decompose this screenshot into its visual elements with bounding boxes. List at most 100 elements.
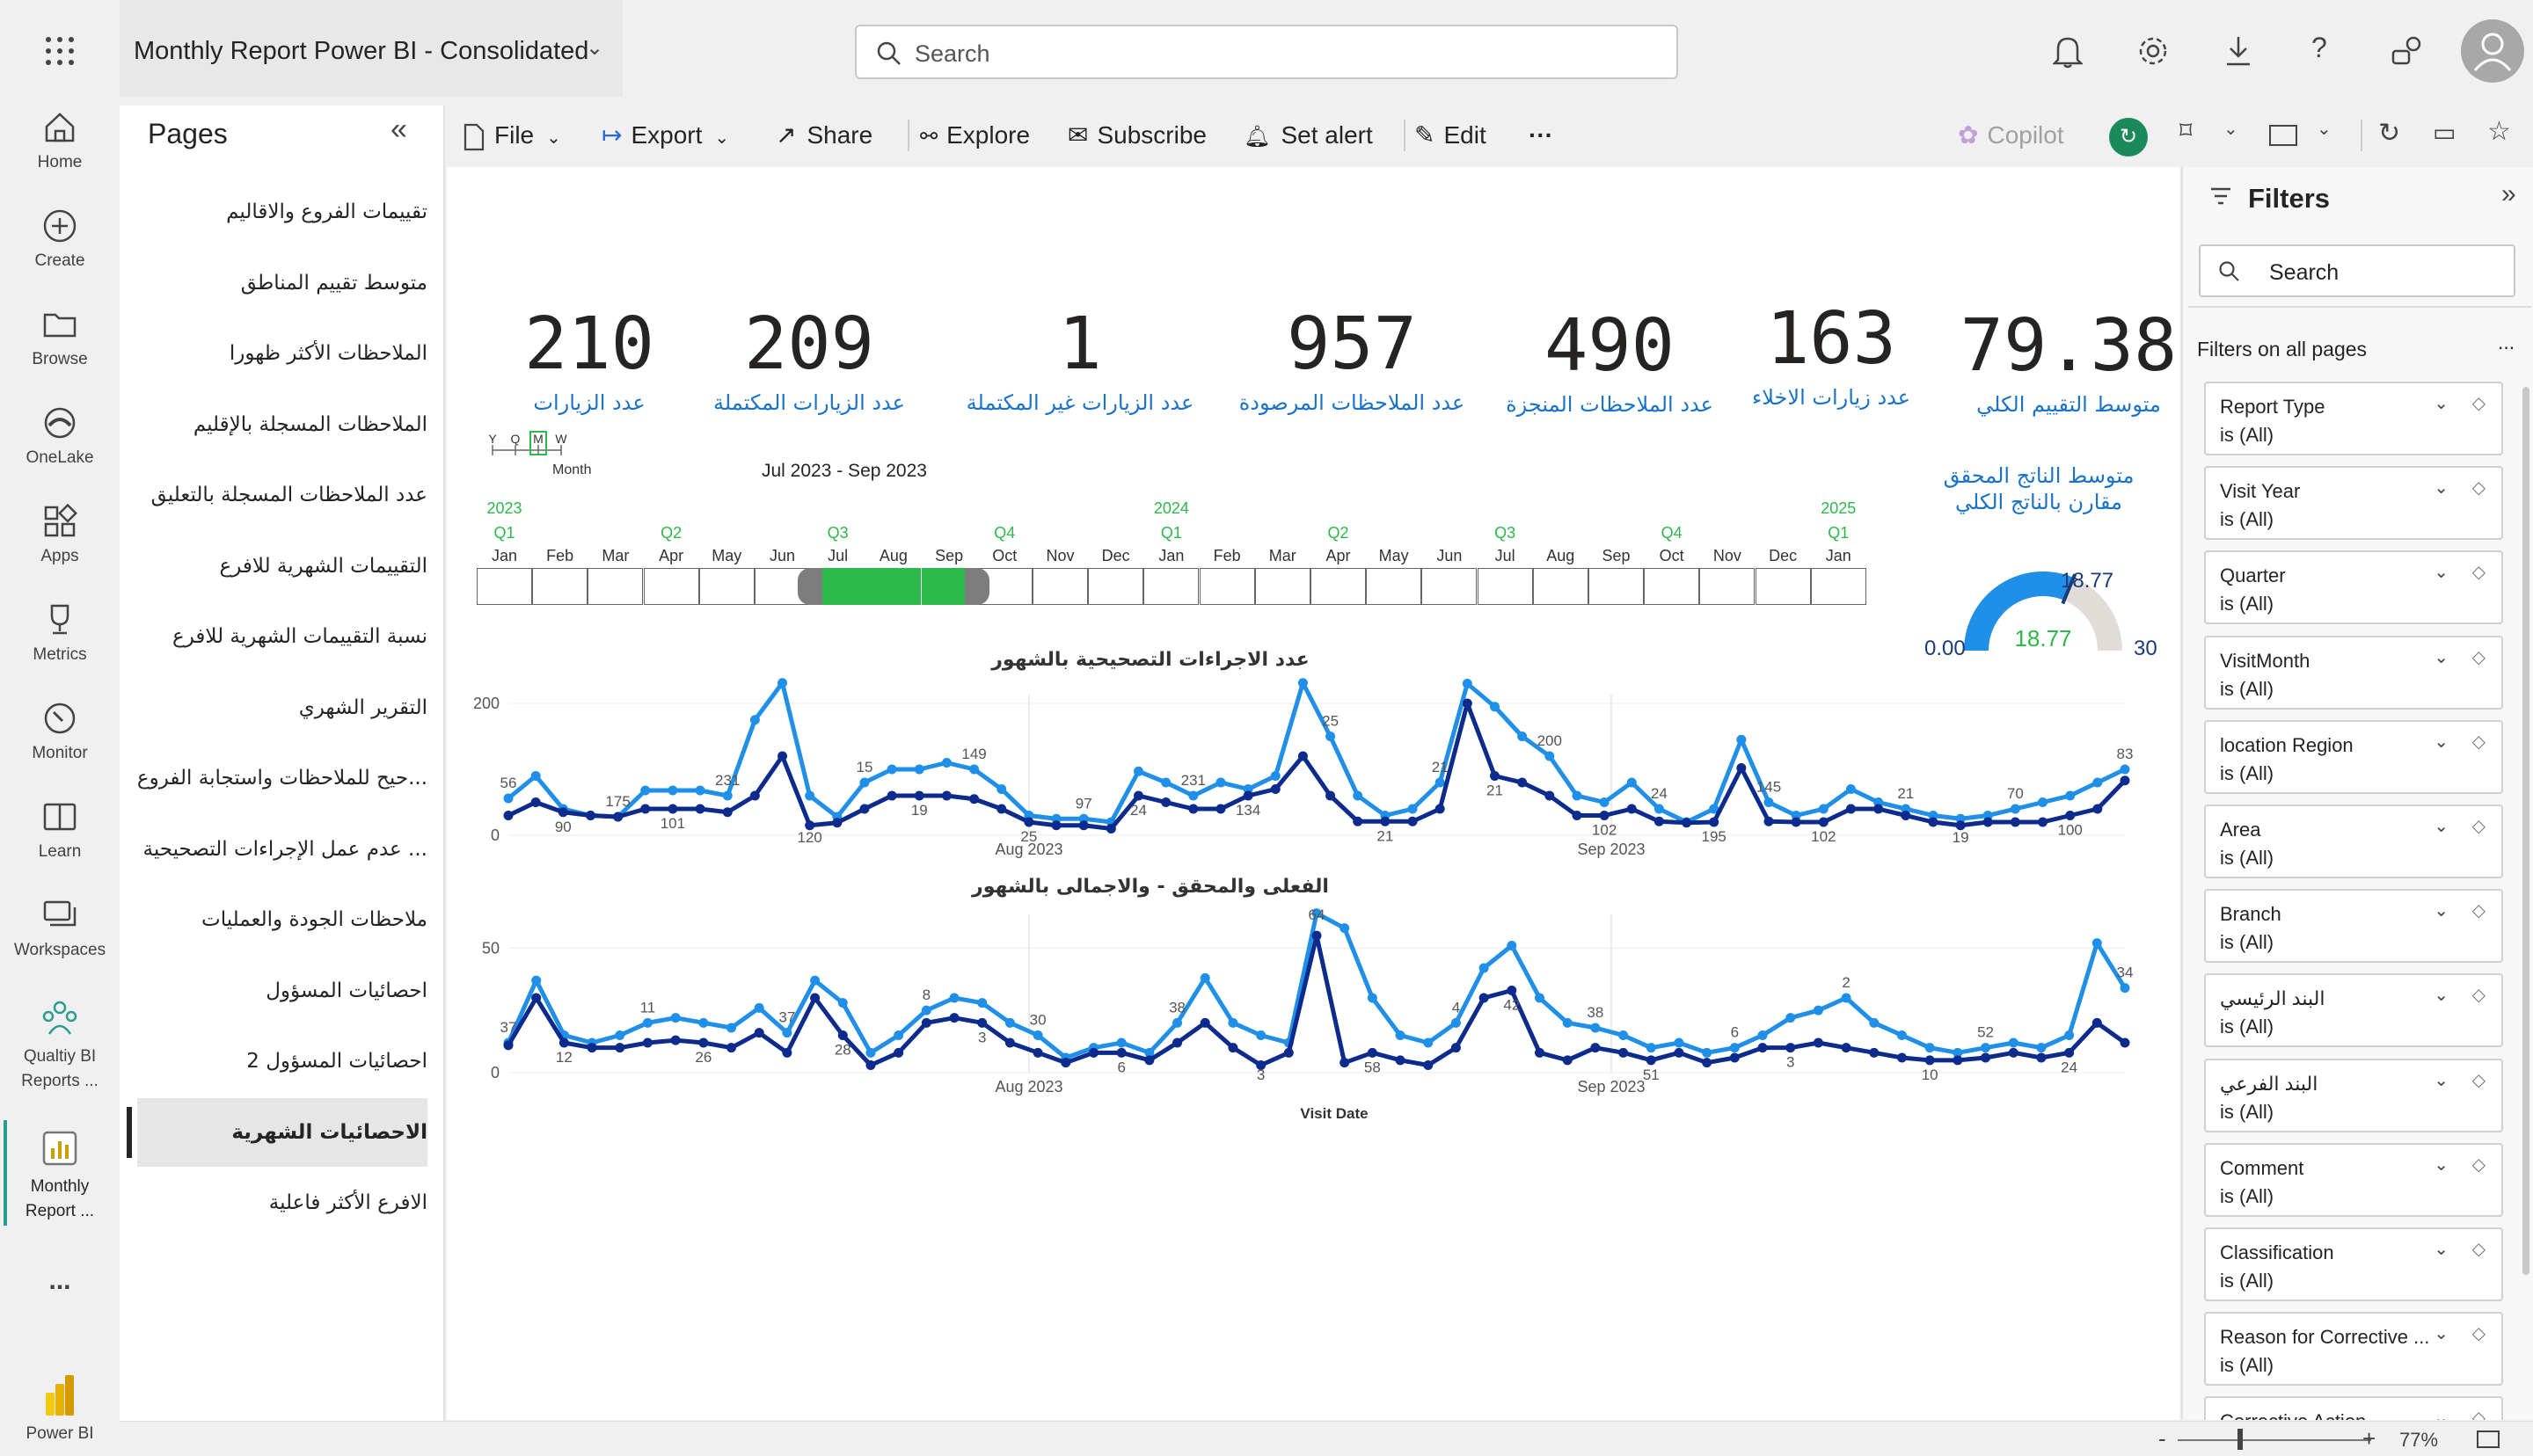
series-point[interactable] [1144, 1055, 1155, 1066]
series-point[interactable] [2010, 817, 2020, 827]
series-point[interactable] [1599, 797, 1610, 807]
series-point[interactable] [837, 998, 848, 1008]
series-point[interactable] [1763, 816, 1774, 826]
series-point[interactable] [1841, 1043, 1851, 1053]
series-point[interactable] [1674, 1047, 1684, 1058]
series-point[interactable] [754, 1028, 764, 1038]
series-point[interactable] [530, 797, 541, 807]
series-point[interactable] [726, 1043, 737, 1053]
series-point[interactable] [640, 804, 651, 814]
timeline-cell[interactable] [1477, 568, 1533, 605]
series-point[interactable] [1709, 817, 1719, 827]
series-point[interactable] [1061, 1058, 1071, 1068]
nav-monthly-report[interactable]: Monthly Report ... [0, 1129, 120, 1224]
series-point[interactable] [1256, 1030, 1266, 1040]
series-point[interactable] [1626, 804, 1637, 814]
nav-monitor[interactable]: Monitor [0, 700, 120, 763]
series-point[interactable] [1562, 1017, 1573, 1028]
filter-card[interactable]: location Region is (All) ⌄ ◇ [2204, 719, 2503, 794]
series-point[interactable] [1535, 1047, 1545, 1058]
page-item[interactable]: الافرع الأكثر فاعلية [137, 1168, 427, 1237]
series-point[interactable] [1813, 1037, 1823, 1048]
clear-filter-icon[interactable]: ◇ [2471, 732, 2486, 752]
series-point[interactable] [1845, 784, 1856, 794]
page-item[interactable]: التقييمات الشهرية للافرع [137, 532, 427, 601]
series-point[interactable] [1646, 1043, 1656, 1053]
series-point[interactable] [996, 804, 1007, 814]
series-point[interactable] [1353, 790, 1363, 801]
series-point[interactable] [1297, 751, 1308, 761]
nav-workspaces[interactable]: Workspaces [0, 897, 120, 960]
comment-icon[interactable]: ▭ [2433, 119, 2456, 146]
series-point[interactable] [1845, 804, 1856, 814]
timeline-cell[interactable] [1810, 568, 1866, 605]
chevron-down-icon[interactable]: ⌄ [2434, 394, 2449, 413]
series-point[interactable] [1434, 804, 1445, 814]
page-item[interactable]: ملاحظات الجودة والعمليات [137, 885, 427, 954]
series-point[interactable] [1339, 923, 1350, 934]
timeline-left-handle[interactable] [798, 568, 823, 605]
series-point[interactable] [1462, 698, 1472, 709]
series-point[interactable] [749, 715, 760, 725]
edit-button[interactable]: ✎ Edit [1414, 106, 1486, 165]
series-point[interactable] [1507, 986, 1517, 995]
page-item[interactable]: ...حيح للملاحظات واستجابة الفروع [137, 744, 427, 812]
page-item[interactable]: متوسط تقييم المناطق [137, 249, 427, 317]
series-point[interactable] [949, 1013, 960, 1023]
chevron-down-icon[interactable]: ⌄ [2434, 732, 2449, 752]
series-point[interactable] [1896, 1052, 1907, 1063]
series-point[interactable] [670, 1013, 681, 1023]
series-point[interactable] [613, 812, 624, 822]
series-point[interactable] [1004, 1037, 1015, 1048]
file-menu[interactable]: File ⌄ [463, 106, 561, 165]
more-options-button[interactable]: ··· [1529, 121, 1553, 149]
filter-card[interactable]: Branch is (All) ⌄ ◇ [2204, 889, 2503, 964]
series-point[interactable] [1270, 784, 1281, 794]
series-point[interactable] [1434, 777, 1445, 788]
series-point[interactable] [1507, 941, 1517, 950]
help-icon[interactable]: ? [2311, 32, 2327, 63]
series-point[interactable] [1709, 804, 1719, 814]
filter-card[interactable]: Classification is (All) ⌄ ◇ [2204, 1227, 2503, 1301]
chevron-down-icon[interactable]: ⌄ [2434, 986, 2449, 1006]
series-point[interactable] [914, 764, 924, 775]
series-point[interactable] [698, 1037, 709, 1048]
series-point[interactable] [859, 777, 870, 788]
series-point[interactable] [777, 751, 788, 761]
series-point[interactable] [2120, 983, 2130, 994]
series-point[interactable] [1489, 771, 1500, 781]
series-point[interactable] [1380, 816, 1391, 826]
chevron-down-icon[interactable]: ⌄ [2434, 817, 2449, 836]
series-point[interactable] [1353, 816, 1363, 826]
series-point[interactable] [2008, 1037, 2018, 1048]
clear-filter-icon[interactable]: ◇ [2471, 1409, 2486, 1420]
clear-filter-icon[interactable]: ◇ [2471, 1154, 2486, 1175]
nav-apps[interactable]: Apps [0, 503, 120, 566]
series-point[interactable] [1544, 751, 1555, 761]
series-point[interactable] [1489, 702, 1500, 712]
collapse-pages-icon[interactable]: « [391, 113, 407, 146]
series-point[interactable] [1339, 1058, 1350, 1068]
series-point[interactable] [837, 1030, 848, 1040]
page-item[interactable]: احصائيات المسؤول [137, 957, 427, 1025]
series-point[interactable] [1813, 1005, 1823, 1016]
series-point[interactable] [1981, 1043, 1991, 1053]
series-point[interactable] [668, 804, 678, 814]
series-point[interactable] [1646, 1055, 1656, 1066]
series-point[interactable] [1924, 1043, 1935, 1053]
series-point[interactable] [754, 1002, 764, 1013]
series-point[interactable] [865, 1060, 876, 1070]
refresh-status-icon[interactable]: ↻ [2109, 118, 2148, 157]
series-point[interactable] [1033, 1047, 1043, 1058]
series-point[interactable] [503, 1040, 514, 1051]
series-point[interactable] [1599, 811, 1610, 820]
series-point[interactable] [1051, 820, 1062, 831]
series-point[interactable] [1161, 797, 1172, 807]
series-point[interactable] [1116, 1037, 1127, 1048]
series-point[interactable] [1757, 1043, 1768, 1053]
bookmark-icon[interactable]: ⌑ [2179, 117, 2193, 144]
series-point[interactable] [2064, 1047, 2075, 1058]
chevron-down-icon[interactable]: ⌄ [2434, 1070, 2449, 1090]
